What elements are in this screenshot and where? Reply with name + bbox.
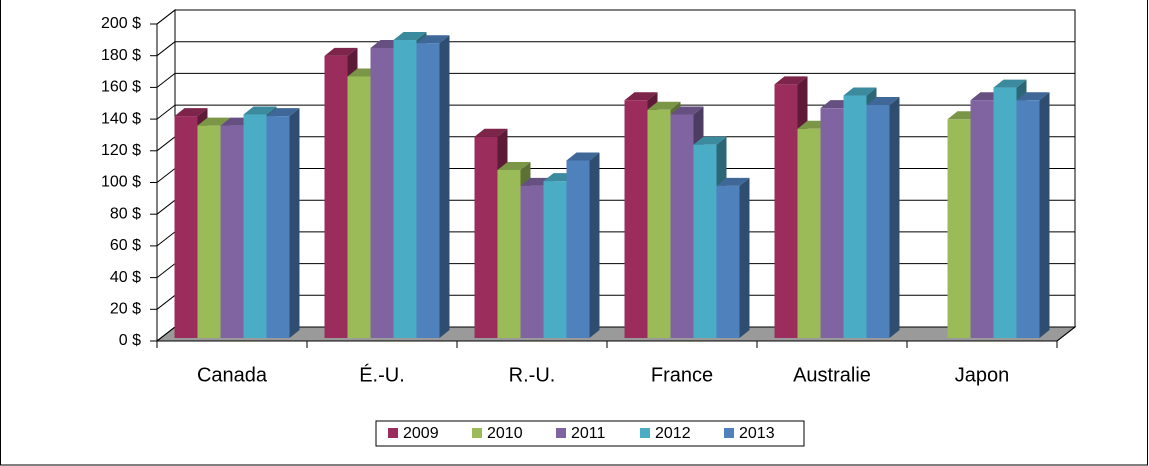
y-tick-label: 140 $ — [101, 110, 141, 127]
grid-line-side — [156, 263, 176, 278]
legend-swatch — [472, 428, 482, 438]
bar — [947, 119, 971, 339]
bar-top — [774, 76, 808, 85]
bar — [370, 47, 394, 338]
grid-line-side — [156, 104, 176, 120]
bar — [266, 116, 290, 338]
bar — [393, 40, 417, 339]
bar-top — [1016, 92, 1050, 101]
bar-top — [243, 106, 277, 115]
x-tick-label: Canada — [197, 364, 268, 386]
bar-top — [393, 32, 427, 41]
y-tick-label: 20 $ — [110, 301, 141, 318]
bar-top — [647, 101, 681, 110]
bar-side — [589, 152, 600, 338]
bar-top — [566, 152, 600, 161]
bar — [843, 95, 867, 339]
bar-top — [716, 177, 750, 186]
bar-top — [497, 161, 531, 170]
bar-top — [693, 136, 727, 145]
legend-label: 2011 — [571, 425, 606, 442]
bar — [347, 76, 371, 338]
bar — [820, 108, 844, 338]
y-tick-label: 0 $ — [119, 332, 141, 349]
y-tick-label: 160 $ — [101, 79, 141, 96]
bar — [566, 160, 590, 338]
y-tick-label: 80 $ — [110, 205, 141, 222]
grid-line-side — [156, 73, 176, 88]
x-tick-label: R.-U. — [509, 364, 556, 386]
bar-side — [289, 108, 300, 338]
bar — [797, 128, 821, 338]
legend-swatch — [640, 428, 650, 438]
x-tick-label: Japon — [955, 364, 1010, 386]
bar — [497, 169, 521, 338]
y-tick-label: 100 $ — [101, 174, 141, 191]
x-tick-label: France — [651, 364, 713, 386]
bar — [543, 181, 567, 338]
bar — [197, 125, 221, 338]
bar — [324, 55, 348, 339]
bar — [520, 185, 544, 338]
bar — [1016, 100, 1040, 338]
bar-side — [439, 35, 450, 338]
bar — [774, 84, 798, 339]
bar — [716, 185, 740, 338]
bar — [624, 100, 648, 338]
bar-top — [843, 87, 877, 96]
grid-line-side — [156, 41, 176, 57]
y-tick-label: 40 $ — [110, 269, 141, 286]
grid-line-side — [156, 199, 176, 215]
legend-label: 2010 — [487, 425, 523, 442]
grid-line-side — [156, 294, 176, 310]
x-tick-label: É.-U. — [359, 363, 405, 386]
bar-top — [324, 47, 358, 56]
grid-line-side — [156, 231, 176, 247]
y-tick-label: 60 $ — [110, 237, 141, 254]
legend-label: 2012 — [655, 425, 691, 442]
legend-swatch — [388, 428, 398, 438]
bar-top — [474, 128, 508, 137]
legend-label: 2013 — [739, 425, 775, 442]
legend-label: 2009 — [403, 425, 439, 442]
bar-side — [889, 97, 900, 338]
bar — [416, 43, 440, 338]
bar — [243, 114, 267, 338]
y-tick-label: 200 $ — [101, 15, 141, 32]
bar-top — [174, 108, 208, 117]
bar — [866, 105, 890, 338]
bar — [174, 116, 198, 338]
y-tick-label: 180 $ — [101, 47, 141, 64]
bar-top — [670, 106, 704, 115]
bar — [647, 109, 671, 338]
bar-top — [866, 97, 900, 106]
bar — [693, 144, 717, 338]
bar — [970, 100, 994, 338]
grid-line-side — [156, 326, 176, 342]
legend-swatch — [556, 428, 566, 438]
bar-top — [993, 79, 1027, 88]
bar — [670, 114, 694, 338]
x-tick-label: Australie — [793, 364, 871, 386]
grid-line-side — [156, 168, 176, 183]
grid-line-side — [156, 136, 176, 152]
bar-side — [1039, 92, 1050, 338]
bar-top — [197, 117, 231, 126]
y-tick-label: 120 $ — [101, 142, 141, 159]
bar-top — [266, 108, 300, 117]
legend-swatch — [724, 428, 734, 438]
bar — [474, 136, 498, 338]
bar-top — [624, 92, 658, 101]
bar-side — [739, 177, 750, 338]
bar — [993, 87, 1017, 338]
bar-top — [416, 35, 450, 44]
grid-line-side — [156, 9, 176, 25]
bar — [220, 125, 244, 338]
floor-edge — [1056, 326, 1076, 342]
